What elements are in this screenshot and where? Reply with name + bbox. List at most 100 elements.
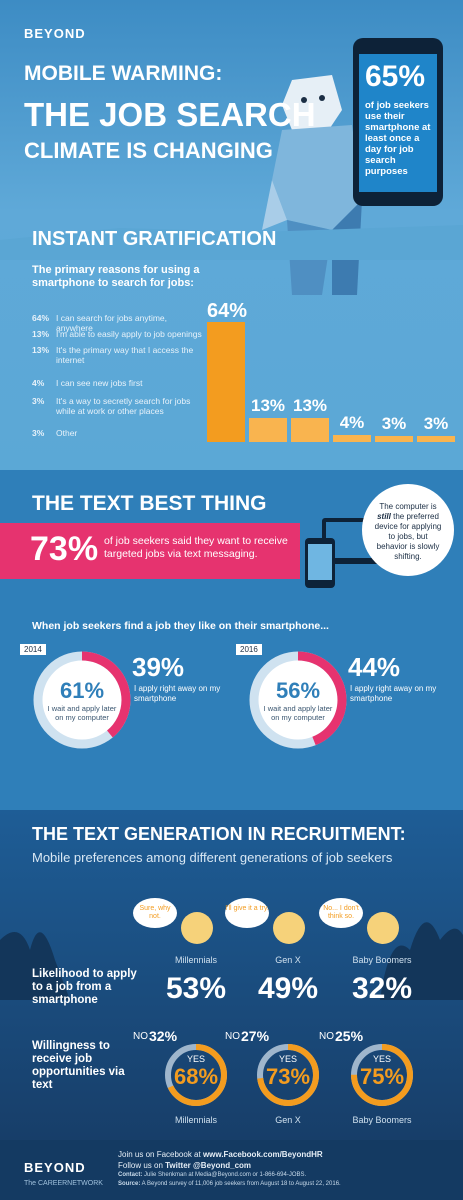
speech-bubble: No... I don't think so. [319, 898, 363, 928]
brand-logo[interactable]: BEYOND [24, 26, 86, 41]
face-icon [367, 912, 399, 944]
reason-pct: 13% [32, 329, 50, 339]
chart-bar [333, 434, 371, 442]
likelihood-label: Likelihood to apply to a job from a smar… [32, 968, 137, 1006]
donut-yes-segment [351, 1044, 413, 1106]
generation-name: Millennials [174, 955, 218, 965]
generation-name-bottom: Millennials [174, 1115, 218, 1125]
reason-text: I'm able to easily apply to job openings [56, 329, 202, 339]
bar-value-label: 13% [292, 395, 328, 415]
footer-twitter: Follow us on Twitter @Beyond_com [118, 1161, 252, 1170]
donut-now-segment [33, 651, 131, 749]
facebook-link[interactable]: www.Facebook.com/BeyondHR [202, 1150, 323, 1159]
donut-yes-segment [257, 1044, 319, 1106]
likelihood-pct: 53% [165, 972, 227, 1005]
reason-pct: 64% [32, 313, 50, 323]
later-text: I wait and apply later on my computer [47, 704, 117, 722]
reason-row: 13% It's the primary way that I access th… [32, 345, 206, 365]
gratification-heading: INSTANT GRATIFICATION [32, 228, 277, 250]
generation-name: Baby Boomers [352, 955, 412, 965]
speech-bubble: I'll give it a try. [225, 898, 269, 928]
no-label: NO [133, 1031, 148, 1042]
yes-pct: 75% [359, 1064, 405, 1089]
willingness-donut [351, 1044, 413, 1106]
generation-subheading: Mobile preferences among different gener… [32, 850, 393, 865]
reason-text: It's a way to secretly search for jobs w… [56, 396, 191, 416]
reason-row: 64% I can search for jobs anytime, anywhe… [32, 313, 206, 333]
reason-text: I can search for jobs anytime, anywhere [56, 313, 168, 333]
hero-kicker: MOBILE WARMING: [24, 62, 223, 85]
later-pct: 56% [275, 678, 321, 703]
reason-row: 4% I can see new jobs first [32, 378, 206, 388]
ice-floor [0, 225, 463, 260]
text-best-heading: THE TEXT BEST THING [32, 492, 267, 515]
footer [0, 1140, 463, 1200]
phone-screen [359, 54, 437, 192]
now-text: I apply right away on my smartphone [134, 684, 221, 703]
text-best-text: of job seekers said they want to receive… [104, 535, 288, 560]
no-pct: 32% [149, 1028, 178, 1044]
yes-label: YES [372, 1054, 391, 1064]
apply-intro: When job seekers find a job they like on… [32, 620, 329, 632]
footer-logo[interactable]: BEYOND [24, 1160, 86, 1175]
hero-title-line1: THE JOB SEARCH [24, 96, 316, 133]
reason-text: It's the primary way that I access the i… [56, 345, 194, 365]
footer-facebook: Join us on Facebook at www.Facebook.com/… [118, 1150, 323, 1159]
no-label: NO [319, 1031, 334, 1042]
later-pct: 61% [59, 678, 105, 703]
bar-value-label: 3% [381, 414, 407, 433]
phone-text: of job seekers use their smartphone at l… [365, 100, 431, 177]
now-pct: 39% [132, 652, 185, 682]
footer-source: Source: A Beyond survey of 11,006 job se… [118, 1181, 341, 1187]
chart-bar [207, 322, 245, 442]
coral-silhouette [0, 922, 463, 1000]
now-pct: 44% [348, 652, 401, 682]
no-pct: 25% [335, 1028, 364, 1044]
later-text: I wait and apply later on my computer [263, 704, 333, 722]
bar-value-label: 64% [207, 300, 248, 322]
no-label: NO [225, 1031, 240, 1042]
generation-name: Gen X [275, 955, 301, 965]
reason-row: 3% It's a way to secretly search for jobs… [32, 396, 206, 416]
phone-stat: 65% [365, 60, 426, 93]
text-best-stat: 73% [30, 530, 99, 568]
reason-row: 3% Other [32, 428, 206, 438]
apply-donut [249, 651, 347, 749]
face-icon [273, 912, 305, 944]
twitter-link[interactable]: Twitter @Beyond_com [165, 1161, 252, 1170]
chart-bar [375, 436, 413, 442]
donut-yes-segment [165, 1044, 227, 1106]
reason-text: Other [56, 428, 78, 438]
reason-text: I can see new jobs first [56, 378, 143, 388]
willingness-donut [165, 1044, 227, 1106]
speech-bubble: Sure, why not. [133, 898, 177, 928]
no-pct: 27% [241, 1028, 270, 1044]
bar-value-label: 3% [423, 414, 449, 433]
chart-bar [249, 417, 287, 442]
generation-name-bottom: Baby Boomers [352, 1115, 412, 1125]
text-best-banner [0, 523, 300, 579]
footer-tagline: The CAREERNETWORK [24, 1180, 103, 1187]
generation-name-bottom: Gen X [275, 1115, 301, 1125]
reason-pct: 3% [32, 396, 45, 406]
yes-label: YES [278, 1054, 297, 1064]
reason-pct: 4% [32, 378, 45, 388]
phone-illustration: 65% of job seekers use their smartphone … [353, 38, 443, 206]
computer-preferred-bubble: The computer is still the preferred devi… [362, 484, 454, 576]
bar-value-label: 13% [250, 395, 286, 415]
yes-pct: 68% [173, 1064, 219, 1089]
yes-pct: 73% [265, 1064, 311, 1089]
reason-pct: 3% [32, 428, 45, 438]
bar-value-label: 4% [339, 412, 365, 432]
now-text: I apply right away on my smartphone [350, 684, 437, 703]
likelihood-pct: 32% [351, 972, 413, 1005]
year-tag: 2014 [20, 644, 46, 655]
hero-title-line2: CLIMATE IS CHANGING [24, 138, 273, 163]
willingness-label: Willingness to receive job opportunities… [32, 1040, 125, 1091]
year-tag: 2016 [236, 644, 262, 655]
donut-now-segment [249, 651, 347, 749]
chart-bar [417, 436, 455, 442]
generation-heading: THE TEXT GENERATION IN RECRUITMENT: [32, 824, 406, 844]
willingness-donut [257, 1044, 319, 1106]
apply-donut [33, 651, 131, 749]
